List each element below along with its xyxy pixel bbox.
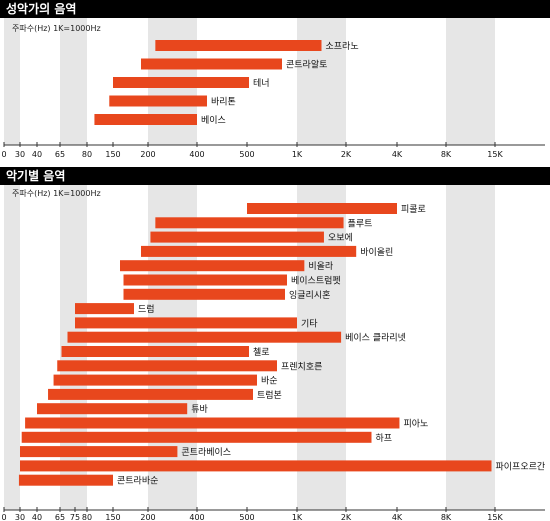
bar-label: 콘트라알토 xyxy=(286,60,327,71)
x-tick-label: 30 xyxy=(15,513,25,521)
x-tick-label: 500 xyxy=(239,513,254,521)
bar-label: 베이스 클라리넷 xyxy=(345,333,406,344)
x-tick-label: 200 xyxy=(140,150,155,159)
range-bar xyxy=(247,203,397,214)
chart-title: 악기별 음역 xyxy=(6,168,65,183)
range-bar xyxy=(123,288,285,300)
freq-band-2 xyxy=(60,18,87,145)
range-bar xyxy=(109,95,207,107)
x-tick-label: 15K xyxy=(487,513,503,521)
x-tick-label: 0 xyxy=(1,513,6,521)
range-bar xyxy=(67,331,342,343)
x-tick-label: 8K xyxy=(441,150,452,159)
range-bar xyxy=(61,346,249,357)
x-tick-label: 40 xyxy=(32,513,42,521)
bar-label: 드럼 xyxy=(138,303,155,315)
x-tick-label: 80 xyxy=(82,513,92,521)
bar-label: 소프라노 xyxy=(326,41,359,52)
range-bar xyxy=(141,58,282,70)
range-bar xyxy=(113,77,249,88)
bar-label: 테너 xyxy=(253,78,270,89)
x-tick-label: 0 xyxy=(1,150,6,159)
range-bar xyxy=(57,360,277,372)
chart-title-bar xyxy=(0,167,550,185)
bar-label: 첼로 xyxy=(253,347,270,358)
bar-label: 프렌치호른 xyxy=(281,360,322,372)
bar-label: 바이올린 xyxy=(360,247,393,258)
x-tick-label: 65 xyxy=(55,150,65,159)
x-tick-label: 4K xyxy=(392,513,403,521)
range-bar xyxy=(37,403,188,415)
range-bar xyxy=(155,217,344,229)
range-bar xyxy=(120,260,305,272)
range-bar xyxy=(21,431,372,443)
range-bar xyxy=(141,245,357,257)
bar-label: 플루트 xyxy=(348,218,373,229)
bar-label: 베이스트럼펫 xyxy=(291,275,341,287)
x-tick-label: 150 xyxy=(105,513,120,521)
bar-label: 콘트라바순 xyxy=(117,476,158,487)
range-bar xyxy=(155,40,322,51)
chart-title: 성악가의 음역 xyxy=(6,1,76,16)
range-bar xyxy=(94,114,197,125)
bar-label: 콘트라베이스 xyxy=(181,447,231,458)
range-bar xyxy=(53,374,258,386)
x-tick-label: 2K xyxy=(341,513,352,521)
x-tick-label: 150 xyxy=(105,150,120,159)
bar-label: 바순 xyxy=(261,376,278,387)
range-bar xyxy=(75,317,297,329)
unit-note: 주파수(Hz) 1K=1000Hz xyxy=(12,189,101,198)
x-tick-label: 8K xyxy=(441,513,452,521)
freq-band-1 xyxy=(4,18,20,145)
bar-label: 트럼본 xyxy=(257,389,282,401)
range-bar xyxy=(150,231,324,243)
freq-band-5 xyxy=(446,18,495,145)
x-tick-label: 2K xyxy=(341,150,352,159)
range-bar xyxy=(48,388,253,400)
x-tick-label: 30 xyxy=(15,150,25,159)
x-tick-label: 15K xyxy=(487,150,503,159)
x-tick-label: 65 xyxy=(55,513,65,521)
bar-label: 파이프오르간 xyxy=(496,461,546,472)
bar-label: 피아노 xyxy=(403,419,428,430)
freq-band-1 xyxy=(4,185,20,510)
freq-band-5 xyxy=(446,185,495,510)
x-tick-label: 200 xyxy=(140,513,155,521)
range-bar xyxy=(18,474,113,486)
bar-label: 비올라 xyxy=(308,261,334,272)
bar-label: 오보에 xyxy=(328,233,353,244)
x-tick-label: 75 xyxy=(70,513,80,521)
freq-band-4 xyxy=(297,18,346,145)
bar-label: 튜바 xyxy=(191,404,208,415)
range-bar xyxy=(123,274,287,286)
x-tick-label: 4K xyxy=(392,150,403,159)
range-bar xyxy=(20,460,492,472)
x-tick-label: 400 xyxy=(189,513,204,521)
chart-title-bar xyxy=(0,0,550,18)
x-tick-label: 1K xyxy=(292,513,303,521)
bar-label: 피콜로 xyxy=(401,204,426,215)
x-tick-label: 40 xyxy=(32,150,42,159)
unit-note: 주파수(Hz) 1K=1000Hz xyxy=(12,24,101,33)
bar-label: 바리톤 xyxy=(211,97,236,108)
bar-label: 잉글리시혼 xyxy=(289,289,330,301)
range-bar xyxy=(20,446,178,458)
x-tick-label: 500 xyxy=(239,150,254,159)
range-bar xyxy=(75,303,134,315)
bar-label: 기타 xyxy=(301,318,318,329)
x-tick-label: 400 xyxy=(189,150,204,159)
x-tick-label: 1K xyxy=(292,150,303,159)
range-bar xyxy=(25,417,400,429)
bar-label: 하프 xyxy=(376,433,393,444)
bar-label: 베이스 xyxy=(201,115,226,126)
x-tick-label: 80 xyxy=(82,150,92,159)
